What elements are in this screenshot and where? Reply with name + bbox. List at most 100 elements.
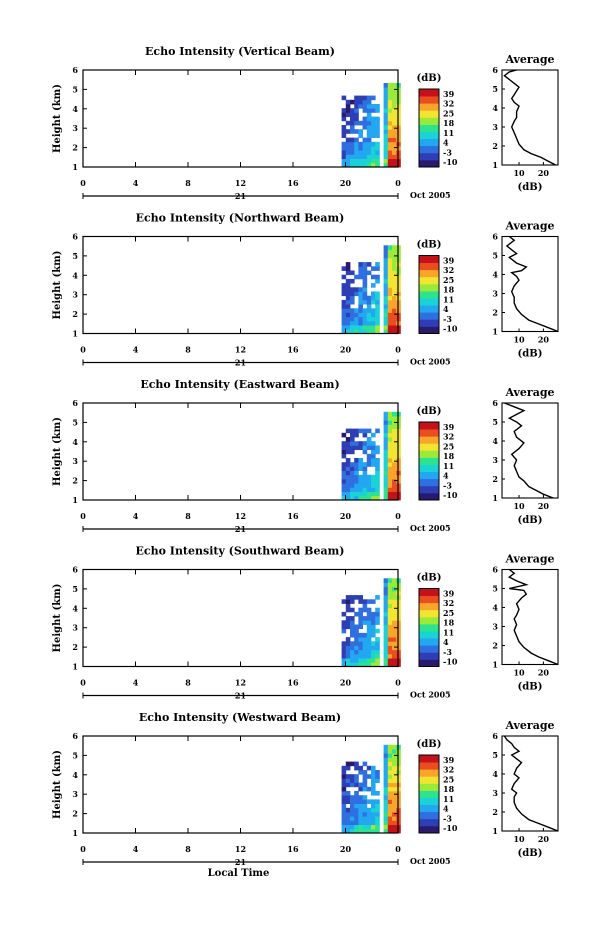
profile-y-tick-label: 4: [492, 270, 498, 280]
heatmap-cell: [362, 816, 368, 821]
heatmap-cell: [358, 607, 363, 613]
heatmap-cell: [383, 649, 389, 655]
heatmap-cell: [354, 329, 359, 334]
heatmap-cell: [362, 649, 368, 655]
heatmap-cell: [358, 474, 363, 480]
heatmap-cell: [362, 483, 368, 488]
heatmap-cell: [358, 287, 363, 292]
colorbar-tick-label: 4: [443, 138, 449, 148]
profile-frame: [501, 402, 559, 499]
heatmap-cell: [387, 325, 393, 330]
heatmap-cell: [350, 441, 355, 446]
heatmap-cell: [387, 595, 393, 600]
heatmap-cell: [387, 782, 393, 788]
heatmap-cell: [383, 287, 389, 292]
heatmap-cell: [387, 487, 393, 492]
heatmap-cell: [362, 295, 368, 301]
heatmap-cell: [392, 637, 397, 642]
heatmap-cell: [354, 628, 359, 634]
y-tick-label: 1: [72, 828, 78, 838]
heatmap-cell: [366, 807, 372, 813]
heatmap-cell: [383, 104, 389, 109]
heatmap-cell: [392, 761, 397, 767]
heatmap-cell: [358, 812, 363, 817]
x-tick-label: 20: [340, 844, 352, 854]
heatmap-cell: [358, 428, 363, 434]
colorbar-tick-label: 32: [443, 765, 454, 775]
panel-1: Echo Intensity (Northward Beam) Height (k…: [52, 212, 559, 368]
heatmap-cell: [375, 791, 380, 796]
colorbar-swatch: [419, 471, 439, 480]
heatmap-cell: [345, 761, 351, 767]
heatmap-cell: [358, 146, 363, 151]
heatmap-cell: [383, 158, 389, 164]
heatmap-cell: [362, 807, 368, 813]
heatmap-cell: [375, 133, 380, 138]
heatmap-cell: [350, 778, 355, 783]
y-tick-label: 5: [72, 84, 78, 94]
heatmap-cell: [371, 645, 376, 651]
heatmap-cell: [375, 150, 380, 155]
heatmap-cell: [362, 441, 368, 446]
heatmap-cell: [383, 420, 389, 425]
heatmap-cell: [366, 312, 372, 318]
heatmap-cell: [383, 458, 389, 463]
heatmap-cell: [362, 658, 368, 663]
heatmap-cell: [371, 487, 376, 492]
heatmap-cell: [375, 662, 380, 667]
date-day-label: 21: [235, 191, 246, 201]
heatmap-cell: [362, 620, 368, 625]
heatmap-cell: [371, 483, 376, 488]
heatmap-cell: [354, 761, 359, 767]
profile-line: [503, 69, 556, 166]
heatmap-cell: [371, 329, 376, 334]
heatmap-cell: [383, 491, 389, 497]
heatmap-cell: [371, 325, 376, 330]
heatmap-cell: [375, 807, 380, 813]
heatmap-cell: [392, 270, 397, 276]
heatmap-cell: [387, 266, 393, 271]
heatmap-cell: [362, 470, 368, 476]
heatmap-cell: [362, 283, 368, 288]
heatmap-cell: [358, 491, 363, 497]
heatmap-cell: [350, 645, 355, 651]
heatmap-cell: [358, 828, 363, 834]
heatmap-cell: [392, 312, 397, 318]
heatmap-cell: [354, 791, 359, 796]
heatmap-cell: [358, 99, 363, 105]
heatmap-cell: [366, 637, 372, 642]
heatmap-cell: [366, 607, 372, 613]
heatmap-cell: [362, 445, 368, 450]
heatmap-cell: [350, 125, 355, 130]
heatmap-cell: [392, 470, 397, 476]
colorbar-tick-label: 32: [443, 265, 454, 275]
heatmap-cell: [341, 807, 347, 813]
heatmap-cell: [345, 316, 351, 322]
heatmap-cell: [341, 624, 347, 630]
heatmap-cell: [371, 641, 376, 646]
heatmap-cell: [387, 420, 393, 425]
heatmap-cell: [354, 162, 359, 168]
heatmap-cell: [366, 816, 372, 821]
heatmap-cell: [350, 154, 355, 159]
heatmap-cell: [354, 653, 359, 659]
heatmap-cell: [375, 770, 380, 775]
heatmap-cell: [371, 765, 376, 771]
heatmap-cell: [350, 816, 355, 821]
heatmap-cell: [366, 658, 372, 663]
date-month-label: Oct 2005: [410, 357, 451, 367]
heatmap-cell: [371, 786, 376, 792]
heatmap-cell: [345, 308, 351, 313]
x-tick-label: 8: [185, 178, 191, 188]
y-tick-label: 5: [72, 750, 78, 760]
y-tick-label: 2: [72, 143, 78, 153]
heatmap-cell: [366, 495, 372, 501]
heatmap-cell: [383, 437, 389, 442]
heatmap-cell: [350, 120, 355, 126]
heatmap-cell: [392, 278, 397, 284]
y-tick-label: 3: [72, 456, 78, 466]
heatmap-cell: [350, 108, 355, 113]
colorbar-frame: [418, 255, 440, 334]
heatmap-cell: [383, 662, 389, 667]
heatmap-cell: [392, 295, 397, 301]
